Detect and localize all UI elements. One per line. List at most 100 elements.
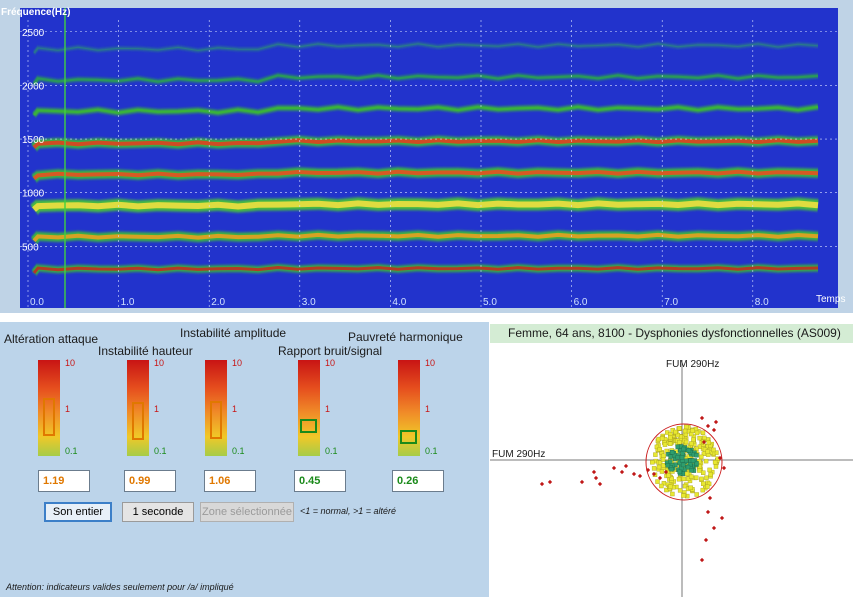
x-tick-label: 3.0 [302, 297, 316, 308]
zone-selectionnee-button[interactable]: Zone sélectionnée [200, 502, 294, 522]
gauge-scale-label: 10 [425, 358, 436, 368]
scatter-point [679, 455, 685, 460]
scatter-point [686, 448, 692, 453]
x-tick-label: 7.0 [664, 297, 678, 308]
scatter-point [681, 476, 687, 482]
scatter-point [660, 457, 666, 462]
scatter-point [668, 484, 673, 489]
outlier-point [721, 465, 727, 471]
outlier-point [703, 537, 709, 543]
outlier-point [637, 473, 643, 479]
gauge-level-marker [43, 398, 55, 437]
patient-title: Femme, 64 ans, 8100 - Dysphonies dysfonc… [490, 324, 853, 343]
scatter-point [700, 470, 706, 475]
scatter-point [680, 450, 685, 456]
scatter-point [694, 430, 700, 436]
gauge-scale-label: 0.1 [425, 446, 438, 456]
outlier-point [711, 525, 717, 531]
scatter-point [681, 493, 686, 498]
gauge-scale-label: 0.1 [65, 446, 78, 456]
x-tick-label: 0.0 [30, 297, 44, 308]
gauge-5: 10 1 0.1 [398, 358, 438, 456]
scatter-point [651, 466, 657, 471]
normal-range-circle [645, 423, 723, 501]
scatter-point [702, 435, 707, 441]
outlier-point [631, 471, 637, 477]
gauge-level-marker [210, 400, 222, 439]
header-instabilite-hauteur: Instabilité hauteur [98, 344, 193, 358]
gauge-level-marker [300, 418, 317, 433]
scatter-point [693, 475, 699, 481]
scatter-point [700, 487, 706, 493]
scatter-point [685, 464, 691, 470]
outlier-point [539, 481, 545, 487]
scatter-point [711, 447, 716, 453]
scatter-point [676, 476, 682, 482]
scatter-point [659, 469, 665, 474]
son-entier-button[interactable]: Son entier [44, 502, 112, 522]
harmonic-core [32, 232, 819, 243]
scatter-point [707, 467, 712, 473]
outlier-point [591, 469, 597, 475]
x-tick-label: 5.0 [483, 297, 497, 308]
axis-top-label: FUM 290Hz [666, 359, 719, 370]
outlier-point [711, 427, 717, 433]
axis-left-label: FUM 290Hz [492, 449, 545, 460]
x-tick-label: 4.0 [392, 297, 406, 308]
scatter-point [653, 452, 658, 457]
scatter-point [677, 488, 683, 493]
gauge-scale-label: 1 [325, 404, 331, 414]
gauge-scale-label: 10 [232, 358, 243, 368]
x-tick-label: 1.0 [121, 297, 135, 308]
harmonic-core [32, 138, 819, 149]
gauge-level-marker [132, 402, 144, 441]
scatter-point [694, 452, 699, 458]
scatter-point [675, 455, 680, 460]
scatter-point [706, 440, 712, 446]
outlier-point [619, 469, 625, 475]
spectrogram[interactable]: 0.0 1.0 2.0 3.0 4.0 5.0 6.0 7.0 8.0 500 1000 1500 20… [0, 0, 853, 313]
gauge-scale-label: 10 [325, 358, 336, 368]
scatter-point [683, 458, 689, 464]
outlier-point [597, 481, 603, 487]
gauge-scale-label: 10 [154, 358, 165, 368]
scatter-point [694, 461, 699, 466]
scatter-point [669, 476, 675, 481]
gauge-gradient [298, 360, 320, 456]
validity-note: Attention: indicateurs valides seulement… [6, 582, 234, 592]
x-tick-label: 2.0 [211, 297, 225, 308]
gauge-scale-label: 0.1 [154, 446, 167, 456]
scatter-point [712, 460, 718, 465]
scatter-point [689, 441, 694, 446]
scatter-point [697, 468, 702, 473]
header-rapport-bruit-signal: Rapport bruit/signal [278, 344, 383, 358]
value-instabilite-hauteur: 0.99 [124, 470, 176, 492]
gauge-scale-label: 1 [425, 404, 431, 414]
scatter-point [681, 462, 686, 468]
gauge-scale-label: 1 [65, 404, 71, 414]
scatter-point [675, 444, 680, 449]
outlier-point [713, 419, 719, 425]
scatter-point [661, 463, 666, 468]
scatter-point [656, 464, 662, 470]
scatter-point [689, 474, 694, 479]
scatter-point [700, 430, 706, 435]
outlier-point [699, 557, 705, 563]
one-second-button[interactable]: 1 seconde [122, 502, 194, 522]
spectrogram-canvas[interactable]: 0.0 1.0 2.0 3.0 4.0 5.0 6.0 7.0 8.0 500 1000 1500 20… [0, 0, 853, 313]
scatter-point [667, 459, 673, 464]
scatter-point [683, 439, 689, 445]
harmonic-core [32, 200, 819, 212]
scatter-point [690, 428, 696, 434]
outlier-point [611, 465, 617, 471]
gauge-3: 10 1 0.1 [205, 358, 245, 456]
y-tick-label: 500 [22, 242, 39, 253]
scatter-point [650, 460, 655, 465]
scatter-point [673, 429, 678, 435]
scatter-point [670, 491, 675, 497]
scatter-point [669, 466, 674, 472]
spectrogram-background [20, 8, 838, 308]
gauge-1: 10 1 0.1 [38, 358, 78, 456]
scale-hint: <1 = normal, >1 = altéré [300, 506, 397, 516]
outlier-point [623, 463, 629, 469]
